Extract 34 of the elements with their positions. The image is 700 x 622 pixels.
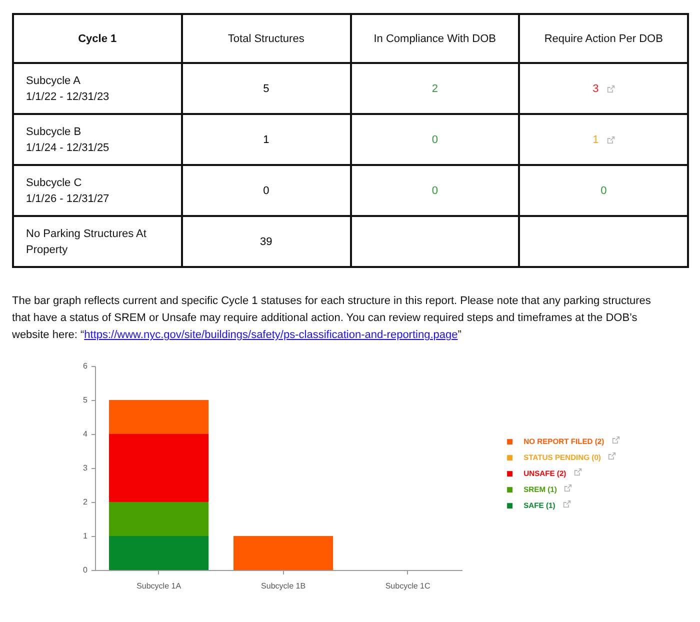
x-tick-label: Subcycle 1B bbox=[261, 582, 306, 590]
text: 1 bbox=[592, 134, 599, 146]
text: 5 bbox=[263, 82, 270, 94]
y-tick-label: 0 bbox=[83, 566, 88, 574]
x-tick-label: Subcycle 1C bbox=[385, 582, 430, 590]
text: Cycle 1 bbox=[13, 14, 182, 63]
text: 3 bbox=[592, 82, 599, 94]
text: 0 bbox=[432, 134, 438, 146]
text: 1 bbox=[263, 134, 270, 146]
x-tick-label: Subcycle 1A bbox=[136, 582, 182, 590]
text: 39 bbox=[260, 236, 272, 248]
bar bbox=[233, 536, 334, 570]
text: 0 bbox=[432, 184, 438, 196]
category-label: Require Action Per DOB bbox=[519, 14, 688, 63]
y-tick-label: 3 bbox=[83, 464, 88, 472]
text: 2 bbox=[432, 82, 438, 94]
bar bbox=[109, 536, 209, 570]
y-tick-label: 5 bbox=[83, 396, 88, 404]
category-label: Subcycle A 1/1/22 - 12/31/23 bbox=[26, 74, 110, 102]
chart-subtitle: The bar graph reflects current and specific Cycle 1 statuses for each structure in this report. Please note that any parking structures that have a status of SREM or Unsafe may require additional action. You can review required steps and timeframes at the DOB’s website here: “https://www.nyc.gov/site/buildings/safety/ps-classification-and-reporting.page” bbox=[12, 294, 652, 343]
y-tick-label: 4 bbox=[83, 430, 88, 438]
text: 0 bbox=[600, 184, 607, 196]
text: 0 bbox=[263, 184, 270, 196]
bar bbox=[109, 400, 209, 434]
category-label: In Compliance With DOB bbox=[350, 14, 520, 63]
category-label: Subcycle C 1/1/26 - 12/31/27 bbox=[26, 176, 110, 204]
y-tick-label: 6 bbox=[83, 362, 88, 370]
bar bbox=[109, 502, 209, 536]
category-label: No Parking Structures At Property bbox=[26, 228, 146, 256]
category-label: Subcycle B 1/1/24 - 12/31/25 bbox=[26, 126, 110, 154]
bar bbox=[109, 434, 209, 502]
y-tick-label: 2 bbox=[83, 498, 88, 506]
y-tick-label: 1 bbox=[83, 532, 88, 540]
category-label: Total Structures bbox=[182, 14, 350, 63]
